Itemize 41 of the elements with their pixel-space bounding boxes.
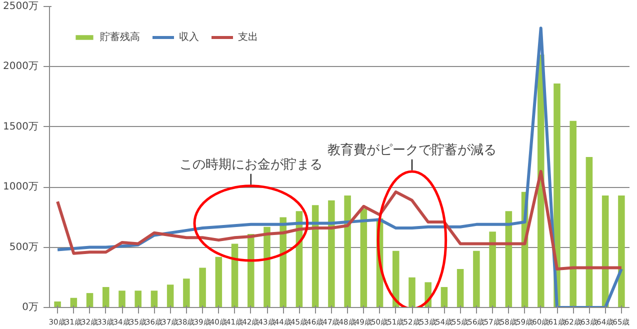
bar <box>618 196 625 308</box>
bar <box>489 232 496 308</box>
y-tick-label: 1500万 <box>3 121 39 132</box>
bar <box>86 293 94 308</box>
bar <box>440 287 448 308</box>
bar <box>602 196 609 308</box>
line-series <box>56 170 623 270</box>
y-tick-label: 1000万 <box>3 182 39 193</box>
bar <box>215 256 222 308</box>
line-series <box>56 26 623 308</box>
bar <box>586 157 593 308</box>
bar <box>199 268 206 308</box>
bar <box>456 268 464 308</box>
bar <box>280 217 286 308</box>
bar <box>134 290 142 308</box>
bar <box>328 200 335 308</box>
legend-label: 貯蓄残高 <box>100 30 140 44</box>
y-tick-label: 2500万 <box>3 1 39 12</box>
annotation: 教育費がピークで貯蓄が減る <box>328 142 496 158</box>
bar <box>166 284 174 308</box>
bar <box>183 278 190 308</box>
bar <box>248 234 254 308</box>
bar <box>102 287 110 308</box>
bar <box>570 120 576 308</box>
bar <box>408 277 416 308</box>
bar <box>264 226 270 308</box>
bar <box>344 196 351 308</box>
legend-label: 収入 <box>179 30 199 44</box>
y-tick-label: 500万 <box>9 242 39 253</box>
bar <box>54 301 61 308</box>
legend-label: 支出 <box>238 30 258 44</box>
bar <box>312 205 319 308</box>
annotation: この時期にお金が貯まる <box>179 158 322 173</box>
bar <box>392 250 400 308</box>
bar <box>473 250 480 308</box>
bar <box>150 290 158 308</box>
bar <box>360 208 368 308</box>
bar <box>118 290 126 308</box>
y-tick-label: 0万 <box>22 302 39 313</box>
y-tick-label: 2000万 <box>3 61 39 72</box>
bar <box>231 244 238 308</box>
